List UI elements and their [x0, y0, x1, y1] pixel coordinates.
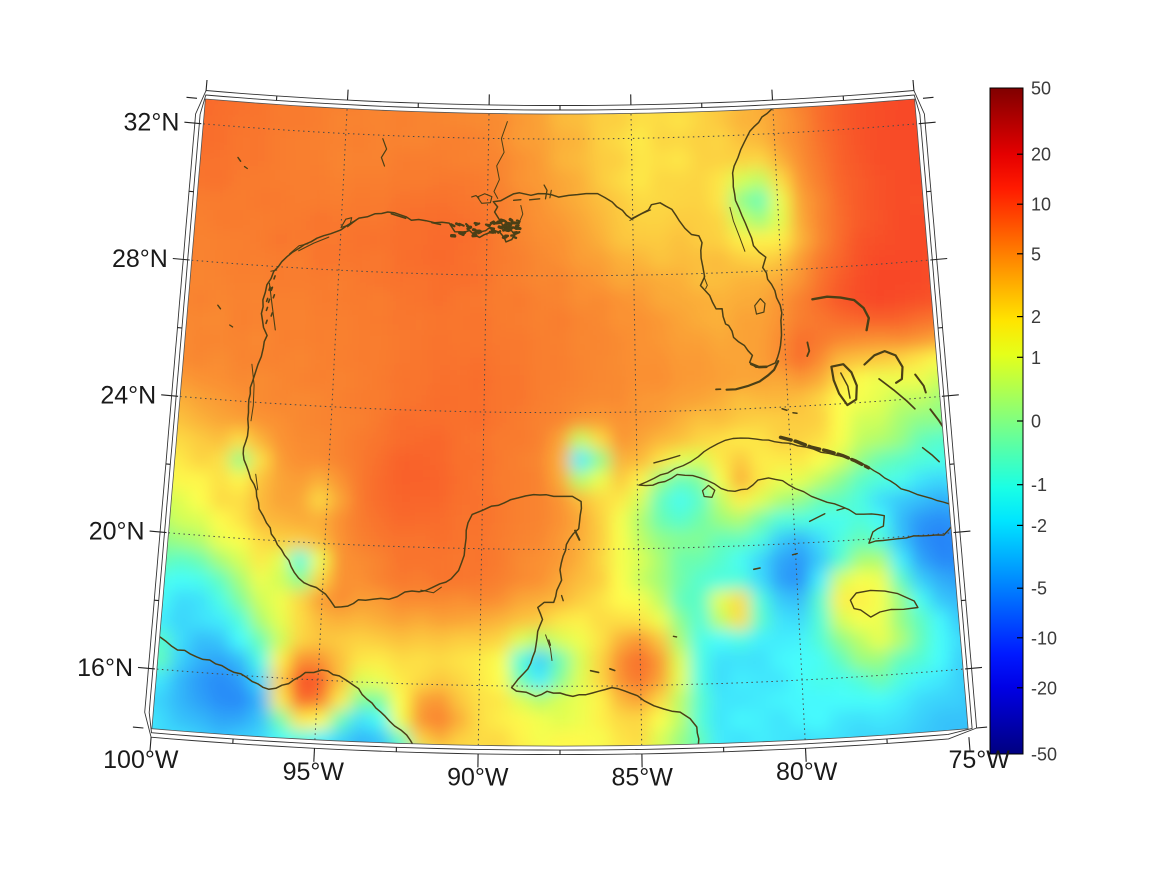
svg-text:-10: -10 — [1031, 628, 1057, 648]
svg-text:1: 1 — [1031, 348, 1041, 368]
svg-text:85°W: 85°W — [611, 763, 673, 791]
svg-text:50: 50 — [1031, 79, 1051, 99]
svg-text:28°N: 28°N — [112, 245, 168, 273]
svg-text:90°W: 90°W — [447, 763, 509, 791]
svg-text:100°W: 100°W — [103, 746, 179, 774]
svg-text:80°W: 80°W — [776, 758, 838, 786]
svg-text:-2: -2 — [1031, 516, 1047, 536]
svg-text:24°N: 24°N — [100, 381, 156, 409]
svg-text:0: 0 — [1031, 412, 1041, 432]
svg-text:2: 2 — [1031, 307, 1041, 327]
svg-text:32°N: 32°N — [124, 109, 180, 137]
svg-text:10: 10 — [1031, 195, 1051, 215]
svg-text:-1: -1 — [1031, 475, 1047, 495]
svg-text:75°W: 75°W — [948, 746, 1010, 774]
svg-text:-20: -20 — [1031, 678, 1057, 698]
svg-text:16°N: 16°N — [77, 654, 133, 682]
svg-text:-5: -5 — [1031, 579, 1047, 599]
svg-text:5: 5 — [1031, 244, 1041, 264]
svg-text:-50: -50 — [1031, 745, 1057, 765]
svg-text:20: 20 — [1031, 145, 1051, 165]
svg-text:20°N: 20°N — [89, 518, 145, 546]
svg-text:95°W: 95°W — [283, 758, 345, 786]
